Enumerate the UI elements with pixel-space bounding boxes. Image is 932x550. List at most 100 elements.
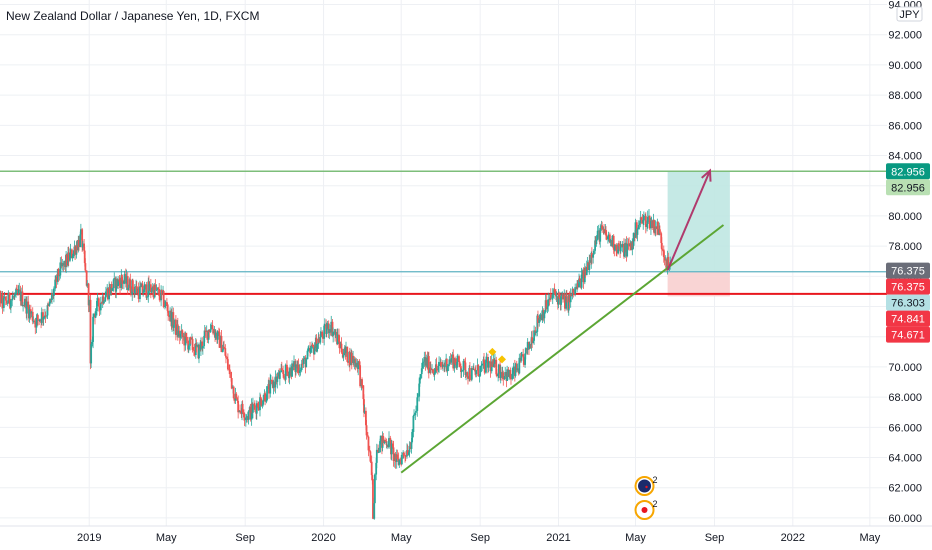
candle-body: [617, 243, 620, 247]
nz-flag-icon[interactable]: 2: [634, 475, 658, 496]
candle-body: [353, 359, 356, 364]
candle-body: [377, 452, 380, 453]
candle-body: [120, 275, 123, 288]
candle-body: [152, 286, 155, 298]
candle-body: [257, 407, 260, 411]
candle-body: [548, 299, 551, 301]
candle-body: [278, 372, 281, 379]
candle-body: [565, 296, 568, 309]
candle-body: [259, 397, 261, 411]
candle-body: [46, 305, 49, 316]
candle-body: [576, 283, 579, 288]
candle-body: [211, 325, 214, 329]
y-tick-label: 78.000: [888, 241, 922, 253]
candle-body: [297, 364, 300, 373]
candle-body: [127, 287, 130, 290]
candle-body: [286, 364, 288, 372]
candle-body: [30, 311, 33, 314]
candle-body: [302, 358, 305, 364]
event-markers[interactable]: 22: [634, 475, 658, 520]
candle-body: [514, 363, 517, 376]
candle-body: [662, 249, 665, 258]
candle-body: [307, 348, 310, 351]
candle-body: [187, 345, 190, 350]
candle-body: [588, 260, 591, 271]
y-tick-label: 62.000: [888, 483, 922, 495]
candle-body: [171, 312, 173, 327]
candle-body: [549, 294, 552, 298]
candle-body: [155, 289, 158, 291]
candle-body: [4, 296, 7, 301]
candle-body: [130, 291, 132, 295]
price-tag: 76.375: [886, 262, 930, 279]
y-tick-label: 68.000: [888, 392, 922, 404]
candle-body: [164, 305, 166, 307]
candle-body: [143, 285, 146, 293]
candle-body: [436, 369, 439, 371]
candle-body: [119, 281, 121, 288]
candle-body: [663, 257, 666, 261]
candle-body: [362, 385, 365, 400]
candle-body: [38, 319, 41, 321]
candle-body: [350, 352, 353, 363]
candle-body: [299, 370, 302, 371]
candle-body: [247, 411, 250, 420]
candle-body: [81, 243, 84, 248]
currency-badge[interactable]: JPY: [896, 6, 923, 22]
candle-body: [55, 277, 58, 282]
y-tick-label: 88.000: [888, 90, 922, 102]
candle-body: [546, 306, 549, 310]
position-zones: [667, 171, 730, 297]
candle-body: [590, 252, 593, 258]
candle-body: [412, 415, 415, 432]
candle-body: [383, 439, 386, 444]
candle-body: [461, 370, 464, 372]
candle-body: [495, 374, 498, 377]
trend-drawings[interactable]: [400, 168, 725, 474]
candle-body: [615, 244, 618, 251]
candle-body: [419, 374, 422, 380]
candle-body: [18, 289, 21, 291]
candle-body: [659, 229, 661, 234]
candle-body: [301, 363, 304, 365]
candle-body: [621, 244, 624, 247]
candle-body: [445, 358, 448, 372]
candle-body: [284, 364, 287, 380]
candle-body: [169, 310, 172, 317]
candle-body: [630, 243, 632, 250]
candle-body: [207, 329, 210, 340]
candle-body: [150, 291, 153, 293]
candle-body: [121, 280, 124, 284]
candle-body: [460, 371, 463, 373]
candle-body: [605, 229, 607, 236]
candle-body: [218, 332, 221, 348]
x-tick-label: May: [625, 532, 646, 544]
candle-body: [65, 254, 68, 266]
candle-body: [489, 361, 492, 372]
candle-body: [607, 234, 610, 237]
candle-body: [154, 284, 157, 291]
candle-body: [226, 357, 229, 360]
candle-body: [474, 369, 476, 372]
candle-body: [342, 355, 345, 358]
price-tag-bg: [886, 278, 930, 295]
candle-body: [48, 303, 51, 306]
candle-body: [326, 323, 329, 329]
candle-body: [487, 361, 490, 368]
candle-body: [570, 293, 573, 297]
candle-body: [338, 341, 341, 349]
candle-body: [433, 372, 436, 375]
candle-body: [502, 372, 505, 380]
candle-body: [642, 216, 645, 221]
time-axis[interactable]: 2019 May Sep 2020 May Sep 2021 May Sep 2022 May: [0, 525, 932, 544]
candle-body: [166, 305, 169, 311]
x-tick-label: 2019: [77, 532, 101, 544]
profit-zone: [667, 171, 730, 272]
candle-body: [340, 343, 343, 353]
candle-body: [446, 365, 449, 372]
candle-body: [375, 462, 378, 475]
japan-flag-icon[interactable]: 2: [634, 499, 658, 520]
candle-body: [191, 338, 194, 350]
candle-body: [410, 442, 413, 449]
